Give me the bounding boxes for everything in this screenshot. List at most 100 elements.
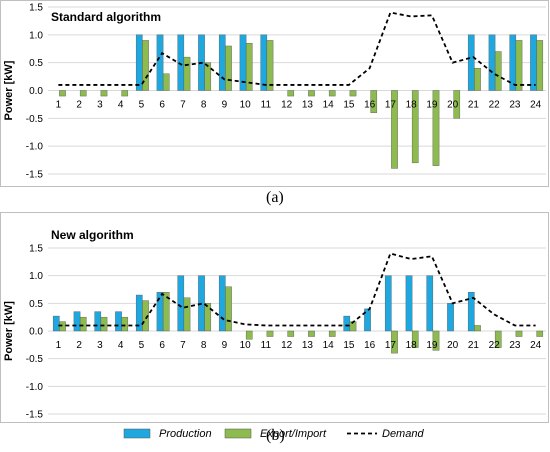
panel-b-bar-export-import	[515, 330, 523, 337]
panel-b-ylabel: Power [kW]	[3, 301, 15, 361]
panel-b-bar-production	[426, 275, 434, 332]
panel-b-category-label: 23	[509, 340, 521, 351]
panel-a-category-label: 6	[159, 100, 165, 111]
panel-a-label: (a)	[266, 189, 284, 206]
panel-a-bar-production	[218, 34, 226, 91]
panel-b-category-label: 9	[222, 340, 228, 351]
panel-a-category-label: 17	[385, 100, 397, 111]
panel-a-category-label: 19	[426, 100, 438, 111]
panel-b-bar-export-import	[474, 325, 481, 332]
panel-a-demand-line	[58, 11, 536, 86]
panel-a-ylabel: Power [kW]	[3, 60, 15, 120]
panel-b-bar-production	[177, 275, 185, 332]
panel-a-bar-export-import	[287, 90, 295, 97]
panel-b-category-label: 2	[76, 340, 82, 351]
legend-label: Demand	[382, 428, 424, 440]
panel-a-bar-export-import	[225, 45, 232, 91]
panel-a-category-label: 21	[468, 100, 480, 111]
panel-b-bar-production	[364, 308, 371, 332]
panel-b-category-label: 3	[97, 340, 103, 351]
panel-b-bar-export-import	[328, 330, 336, 337]
panel-a-category-label: 2	[76, 100, 82, 111]
panel-a-bar-export-import	[204, 62, 212, 91]
panel-b-ytick-label: -1.0	[26, 382, 44, 393]
panel-b-category-label: 16	[364, 340, 376, 351]
panel-b-bar-production	[73, 311, 81, 332]
panel-b-category-label: 19	[426, 340, 438, 351]
panel-a-bar-export-import	[59, 90, 66, 97]
panel-b-category-label: 22	[489, 340, 501, 351]
panel-a-category-label: 13	[302, 100, 314, 111]
panel-b-category-label: 20	[447, 340, 459, 351]
panel-a-bar-export-import	[391, 90, 398, 169]
panel-b-ytick-label: 1.5	[29, 244, 43, 255]
panel-b-bar-export-import	[142, 300, 149, 332]
panel-b-bar-export-import	[536, 330, 544, 337]
panel-b-frame	[0, 212, 549, 423]
panel-b-bar-production	[156, 292, 164, 332]
panel-a-category-label: 15	[343, 100, 355, 111]
panel-a-title: Standard algorithm	[51, 10, 161, 24]
legend: Production Export/Import Demand	[123, 428, 424, 440]
panel-a-frame	[0, 0, 549, 187]
panel-b-title: New algorithm	[51, 228, 134, 242]
panel-a-bar-export-import	[183, 56, 191, 91]
panel-a-bar-export-import	[432, 90, 440, 166]
panel-b-bar-production	[115, 311, 122, 332]
panel-b-ytick-label: 0.0	[29, 327, 43, 338]
panel-a-category-label: 16	[364, 100, 376, 111]
panel-b-category-label: 12	[281, 340, 293, 351]
panel-b-ytick-label: 0.5	[29, 299, 43, 310]
panel-a-bar-export-import	[100, 90, 108, 97]
panel-a-category-label: 3	[97, 100, 103, 111]
panel-b-category-label: 7	[180, 340, 186, 351]
panel-a-category-label: 14	[323, 100, 335, 111]
panel-b-bar-production	[405, 275, 413, 332]
panel-b-bar-export-import	[162, 292, 170, 332]
panel-b-category-label: 21	[468, 340, 480, 351]
panel-b-bar-production	[384, 275, 392, 332]
panel-b-bar-export-import	[225, 286, 232, 332]
panel-a-bar-export-import	[474, 68, 481, 91]
panel-b-bar-production	[52, 315, 60, 332]
panel-b-ytick-label: 1.0	[29, 271, 43, 282]
legend-swatch-export-import	[224, 428, 252, 439]
panel-a-bar-production	[156, 34, 164, 91]
panel-b-bar-export-import	[287, 330, 295, 337]
panel-a-category-label: 7	[180, 100, 186, 111]
panel-b-category-label: 18	[406, 340, 418, 351]
panel-b-category-label: 10	[240, 340, 252, 351]
panel-a-category-label: 8	[201, 100, 207, 111]
panel-a-category-label: 5	[139, 100, 145, 111]
panel-a-bar-export-import	[453, 90, 461, 119]
panel-a-category-label: 9	[222, 100, 228, 111]
panel-b-category-label: 6	[159, 340, 165, 351]
panel-a-bar-export-import	[308, 90, 315, 97]
panel-a-category-label: 12	[281, 100, 293, 111]
panel-b-category-label: 17	[385, 340, 397, 351]
panel-b-bar-production	[218, 275, 226, 332]
panel-b-bar-export-import	[183, 297, 191, 332]
panel-b-bar-export-import	[391, 330, 398, 354]
panel-a-category-label: 24	[530, 100, 542, 111]
panel-a-bar-production	[177, 34, 185, 91]
panel-a-bar-production	[488, 34, 496, 91]
panel-b-bar-export-import	[308, 330, 315, 337]
panel-a-category-label: 18	[406, 100, 418, 111]
panel-a-category-label: 23	[509, 100, 521, 111]
panel-a-category-label: 10	[240, 100, 252, 111]
panel-b-category-label: 24	[530, 340, 542, 351]
panel-a-bar-production	[260, 34, 268, 91]
panel-a-category-label: 4	[118, 100, 124, 111]
panel-b-bar-production	[343, 315, 351, 332]
panel-a-bar-export-import	[328, 90, 336, 97]
panel-b-category-label: 4	[118, 340, 124, 351]
panel-a-bar-export-import	[162, 73, 170, 91]
panel-b-category-label: 8	[201, 340, 207, 351]
panel-b-category-label: 14	[323, 340, 335, 351]
panel-b-category-label: 11	[261, 340, 272, 351]
panel-a-bar-production	[530, 34, 537, 91]
